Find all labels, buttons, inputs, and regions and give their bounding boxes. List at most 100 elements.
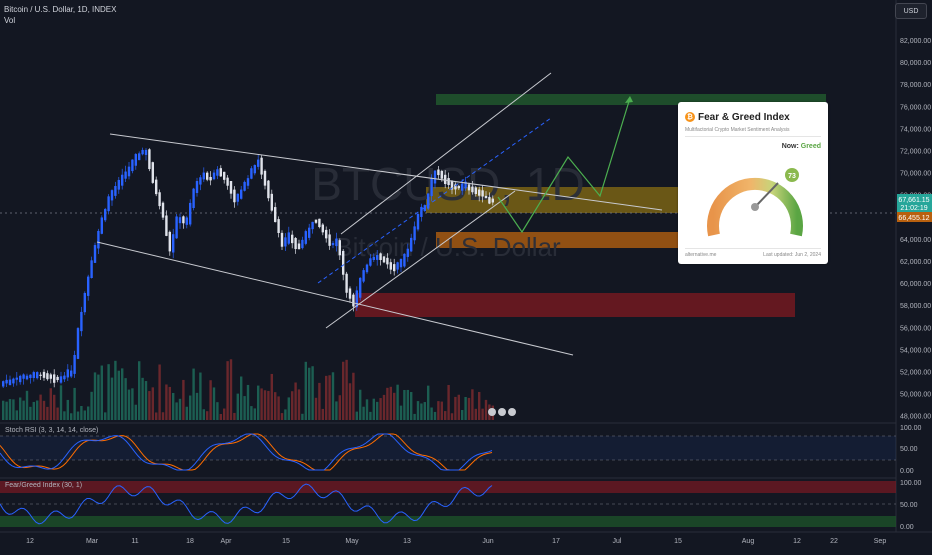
- candle-body: [168, 231, 171, 252]
- volume-bar: [311, 366, 314, 420]
- candle-body: [413, 226, 416, 241]
- stoch-axis-0: 0.00: [900, 468, 914, 475]
- volume-bar: [420, 403, 423, 420]
- volume-bar: [76, 411, 80, 420]
- candle-body: [246, 178, 250, 186]
- price-axis[interactable]: 82,000.00 80,000.00 78,000.00 76,000.00 74,0…: [900, 38, 931, 421]
- candle-body: [172, 234, 175, 253]
- candle-body: [53, 374, 56, 383]
- volume-bar: [277, 396, 280, 420]
- currency-button[interactable]: USD: [895, 3, 927, 19]
- volume-bar: [202, 409, 205, 420]
- fg-now-value: Greed: [800, 143, 821, 150]
- volume-bar: [100, 365, 103, 420]
- candle-body: [63, 375, 66, 380]
- volume-bar: [209, 380, 212, 420]
- event-icon[interactable]: [488, 408, 496, 416]
- volume-bar: [314, 397, 318, 420]
- event-icon[interactable]: [508, 408, 516, 416]
- volume-bar: [189, 395, 192, 420]
- price-axis-label: 78,000.00: [900, 82, 931, 89]
- candle-body: [355, 290, 358, 308]
- price-axis-label: 80,000.00: [900, 60, 931, 67]
- stoch-axis-50: 50.00: [900, 446, 918, 453]
- candle-body: [427, 193, 430, 209]
- candle-body: [209, 176, 212, 181]
- volume-bar: [110, 377, 114, 420]
- candle-body: [233, 189, 236, 203]
- volume-bar: [335, 401, 338, 420]
- volume-bar: [270, 373, 273, 420]
- volume-bar: [93, 372, 97, 420]
- volume-bar: [396, 384, 399, 420]
- candle-body: [444, 174, 447, 185]
- volume-bar: [257, 385, 260, 420]
- volume-bar: [427, 385, 430, 420]
- candle-body: [127, 166, 131, 177]
- candle-body: [461, 183, 464, 191]
- price-axis-label: 50,000.00: [900, 392, 931, 399]
- volume-bar: [25, 390, 29, 420]
- volume-bar: [144, 381, 148, 420]
- fear-greed-legend[interactable]: Fear/Greed Index (30, 1): [5, 482, 83, 489]
- volume-bar: [308, 367, 311, 420]
- volume-bar: [138, 361, 141, 420]
- time-axis-label: 18: [186, 538, 194, 545]
- event-icon[interactable]: [498, 408, 506, 416]
- volume-bar: [260, 388, 263, 420]
- volume-bar: [423, 402, 426, 420]
- candle-body: [372, 256, 375, 261]
- candle-body: [379, 253, 382, 260]
- volume-bar: [250, 406, 253, 420]
- candle-body: [178, 217, 182, 224]
- candle-body: [175, 216, 178, 239]
- volume-bar: [399, 405, 403, 420]
- candle-body: [338, 240, 341, 256]
- price-axis-label: 56,000.00: [900, 325, 931, 332]
- last-price-tag: [897, 194, 932, 213]
- candle-body: [121, 174, 124, 186]
- other-price-tag: [897, 212, 932, 222]
- volume-bar: [5, 401, 8, 420]
- candle-body: [450, 181, 454, 190]
- candle-body: [141, 149, 144, 155]
- candle-body: [70, 370, 73, 377]
- candle-body: [189, 202, 192, 225]
- candle-body: [87, 276, 90, 296]
- volume-bar: [219, 413, 222, 420]
- fg-source[interactable]: alternative.me: [685, 252, 717, 258]
- fg-updated: Last updated: Jun 2, 2024: [763, 252, 821, 258]
- volume-legend[interactable]: Vol: [4, 16, 16, 25]
- candle-body: [29, 374, 32, 379]
- fg-value: 73: [788, 173, 796, 180]
- price-axis-label: 64,000.00: [900, 237, 931, 244]
- volume-bar: [216, 402, 219, 420]
- volume-bar: [199, 372, 202, 420]
- volume-bar: [444, 411, 447, 420]
- candle-body: [297, 243, 301, 250]
- candles: [2, 147, 494, 389]
- candle-body: [182, 216, 185, 224]
- volume-bar: [362, 406, 365, 420]
- stoch-band: [0, 436, 896, 460]
- time-axis[interactable]: 12 Mar 11 18 Apr 15 May 13 Jun 17 Jul 15 Aug 12 22 Sep: [26, 538, 886, 545]
- candle-body: [212, 172, 216, 180]
- lower-trendline: [96, 241, 574, 356]
- candle-body: [131, 159, 134, 172]
- stoch-rsi-legend[interactable]: Stoch RSI (3, 3, 14, 14, close): [5, 427, 99, 434]
- chart-header: Bitcoin / U.S. Dollar, 1D, INDEX Vol: [4, 4, 116, 26]
- price-axis-label: 72,000.00: [900, 149, 931, 156]
- volume-bar: [376, 401, 379, 420]
- stoch-d-line: [0, 433, 493, 471]
- time-axis-label: 15: [674, 538, 682, 545]
- volume-bar: [178, 398, 182, 420]
- candle-body: [274, 207, 277, 223]
- candle-body: [457, 185, 460, 189]
- volume-bar: [66, 399, 69, 420]
- fg-divider-bottom: [685, 248, 821, 249]
- candle-body: [348, 288, 352, 299]
- volume-bar: [274, 392, 277, 420]
- symbol-title[interactable]: Bitcoin / U.S. Dollar, 1D, INDEX: [4, 5, 117, 14]
